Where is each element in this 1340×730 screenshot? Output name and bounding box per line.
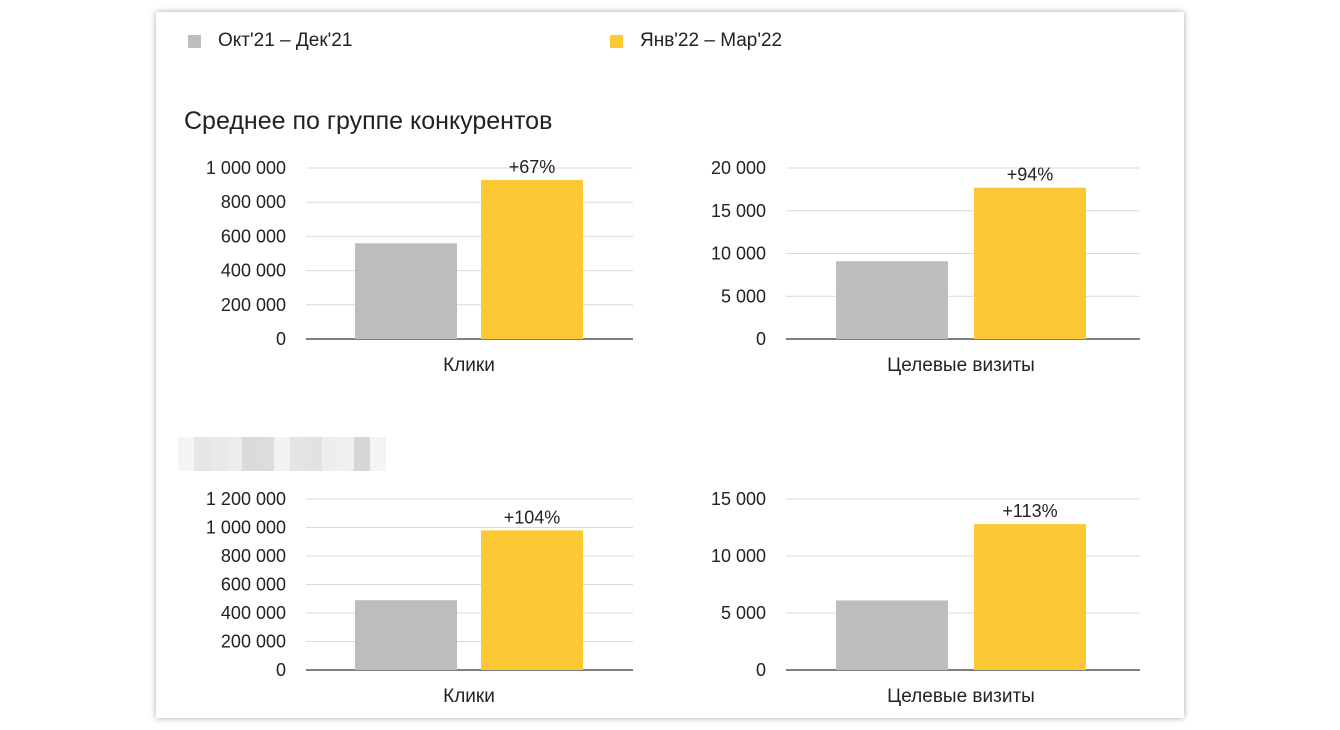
x-category-label: Целевые визиты xyxy=(887,686,1035,707)
growth-label: +67% xyxy=(509,157,556,177)
y-tick-label: 10 000 xyxy=(711,244,766,264)
y-tick-label: 0 xyxy=(276,329,286,349)
y-tick-label: 400 000 xyxy=(221,261,286,281)
bar-current-period xyxy=(974,524,1086,670)
y-tick-label: 400 000 xyxy=(221,603,286,623)
y-tick-label: 200 000 xyxy=(221,295,286,315)
bar-previous-period xyxy=(836,600,948,670)
y-tick-label: 15 000 xyxy=(711,201,766,221)
x-category-label: Клики xyxy=(443,355,495,376)
y-tick-label: 1 000 000 xyxy=(206,518,286,538)
y-tick-label: 600 000 xyxy=(221,226,286,246)
legend-label: Янв'22 – Мар'22 xyxy=(640,30,783,51)
y-tick-label: 1 200 000 xyxy=(206,489,286,509)
growth-label: +94% xyxy=(1007,165,1054,185)
bar-current-period xyxy=(481,179,583,339)
y-tick-label: 1 000 000 xyxy=(206,158,286,178)
y-tick-label: 0 xyxy=(756,660,766,680)
y-tick-label: 10 000 xyxy=(711,546,766,566)
y-tick-label: 5 000 xyxy=(721,286,766,306)
y-tick-label: 15 000 xyxy=(711,489,766,509)
bar-previous-period xyxy=(836,261,948,339)
y-tick-label: 600 000 xyxy=(221,575,286,595)
y-tick-label: 5 000 xyxy=(721,603,766,623)
growth-label: +113% xyxy=(1002,501,1057,521)
y-tick-label: 800 000 xyxy=(221,192,286,212)
y-tick-label: 0 xyxy=(756,329,766,349)
legend-swatch-yellow xyxy=(610,34,623,48)
section-title: Среднее по группе конкурентов xyxy=(184,107,553,135)
y-tick-label: 0 xyxy=(276,660,286,680)
y-tick-label: 800 000 xyxy=(221,546,286,566)
legend-item-jan-mar: Янв'22 – Мар'22 xyxy=(610,30,782,52)
bar-previous-period xyxy=(355,600,457,670)
redacted-title xyxy=(178,437,386,471)
y-tick-label: 20 000 xyxy=(711,158,766,178)
growth-label: +104% xyxy=(504,507,561,527)
y-tick-label: 200 000 xyxy=(221,632,286,652)
bar-current-period xyxy=(974,187,1086,339)
x-category-label: Целевые визиты xyxy=(887,355,1035,376)
bar-previous-period xyxy=(355,243,457,339)
bar-current-period xyxy=(481,530,583,670)
legend-item-oct-dec: Окт'21 – Дек'21 xyxy=(188,30,352,52)
legend-label: Окт'21 – Дек'21 xyxy=(218,30,353,51)
x-category-label: Клики xyxy=(443,686,495,707)
legend-swatch-gray xyxy=(188,34,201,48)
